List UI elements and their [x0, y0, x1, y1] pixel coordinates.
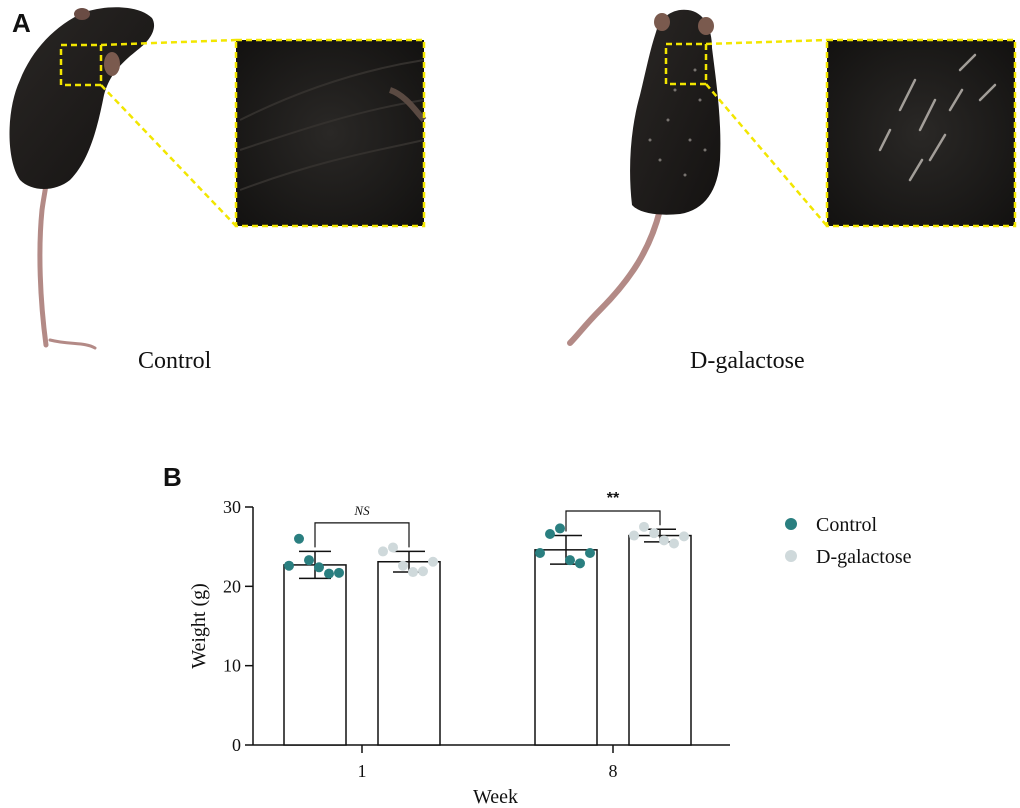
data-point — [659, 535, 669, 546]
legend-label: D-galactose — [816, 546, 912, 568]
data-point — [535, 548, 545, 559]
data-point — [545, 528, 555, 539]
data-point — [408, 567, 418, 578]
significance-bracket — [314, 522, 410, 548]
data-point — [398, 560, 408, 571]
data-point — [314, 562, 324, 573]
data-point — [575, 558, 585, 569]
significance-label: NS — [353, 503, 370, 518]
data-point — [304, 555, 314, 566]
x-axis-title: Week — [473, 786, 518, 808]
y-tick-label: 30 — [223, 497, 241, 517]
control-caption: Control — [138, 348, 212, 374]
legend-marker — [785, 518, 797, 530]
panel-a-label: A — [12, 8, 31, 38]
data-point — [639, 521, 649, 532]
bar — [377, 560, 441, 746]
data-point — [324, 568, 334, 579]
data-point — [555, 523, 565, 534]
data-point — [378, 546, 388, 557]
data-point — [428, 556, 438, 567]
legend-marker — [785, 550, 797, 562]
data-point — [418, 566, 428, 577]
y-tick-label: 0 — [232, 735, 241, 755]
data-point — [679, 531, 689, 542]
panel-b-label: B — [163, 462, 182, 492]
control-mouse-image — [9, 7, 427, 350]
weight-bar-chart: 0 10 20 30 1 8 Week Weight (g) NS ** Control D-gala… — [188, 490, 912, 808]
bar — [628, 534, 692, 746]
data-point — [565, 555, 575, 566]
data-point — [284, 560, 294, 571]
y-tick-label: 10 — [223, 656, 241, 676]
x-tick-label: 8 — [609, 761, 618, 781]
dgal-mouse-image — [567, 9, 1017, 346]
bar — [534, 549, 598, 746]
significance-bracket — [565, 510, 661, 532]
data-point — [294, 533, 304, 544]
data-point — [585, 548, 595, 559]
data-point — [388, 542, 398, 553]
data-point — [669, 538, 679, 549]
x-tick-label: 1 — [358, 761, 367, 781]
y-axis-title: Weight (g) — [188, 583, 210, 669]
y-tick-label: 20 — [223, 576, 241, 596]
mouse-photo-panel — [9, 7, 1017, 350]
legend-label: Control — [816, 514, 878, 536]
data-point — [649, 528, 659, 539]
data-point — [334, 567, 344, 578]
significance-label: ** — [607, 490, 620, 507]
dgalactose-caption: D-galactose — [690, 348, 805, 374]
data-point — [629, 530, 639, 541]
bar — [283, 564, 347, 746]
